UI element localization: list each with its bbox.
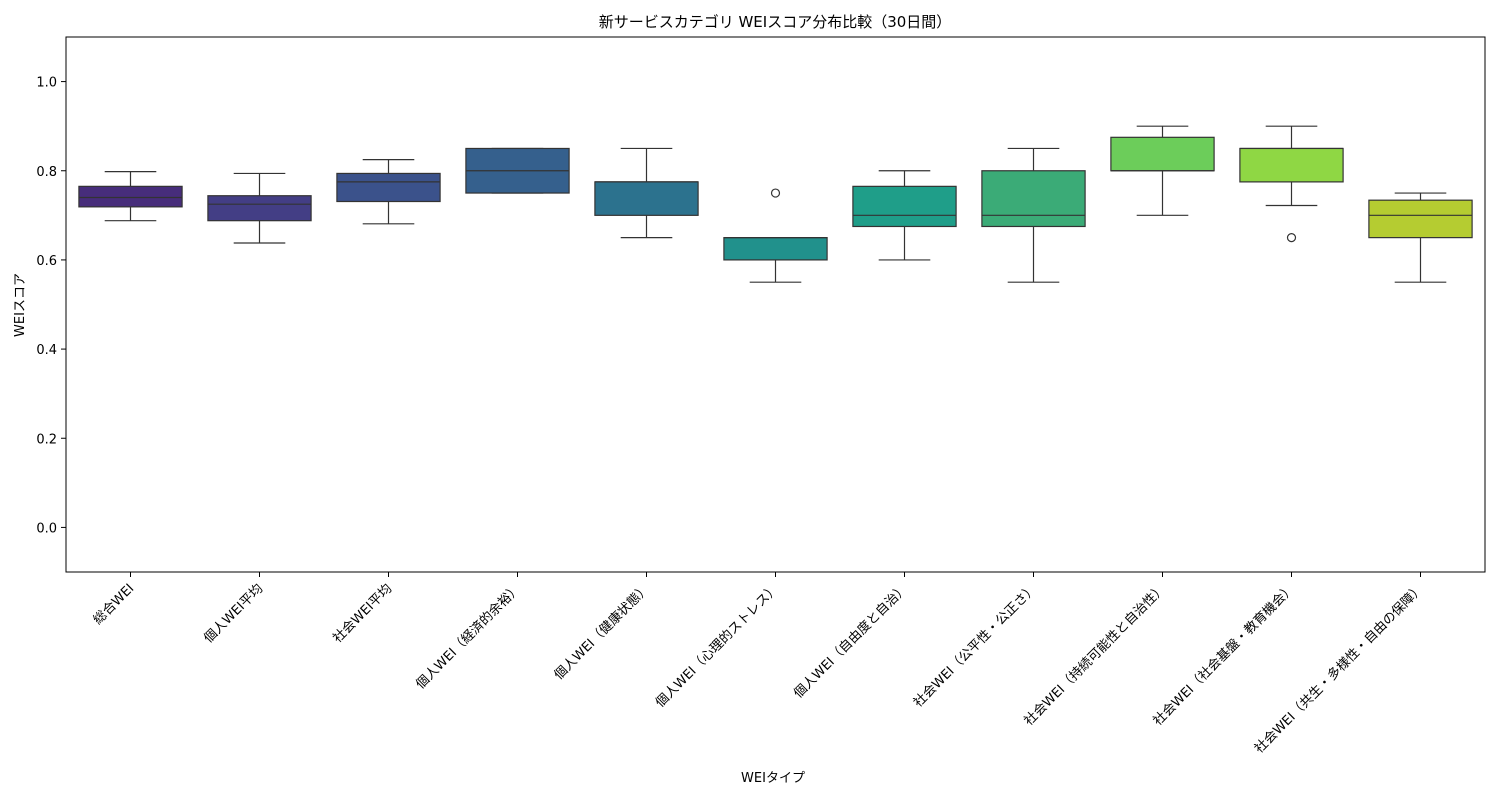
x-tick-label-2: 社会WEI平均 (330, 581, 396, 647)
y-tick-label-2: 0.4 (36, 343, 57, 358)
box-8 (1110, 136, 1215, 172)
x-tick-label-0: 総合WEI (91, 581, 138, 628)
box-4 (594, 181, 699, 216)
x-tick-label-5: 個人WEI（心理的ストレス） (652, 581, 782, 711)
x-tick-label-8: 社会WEI（持続可能性と自治性） (1021, 581, 1169, 729)
plot-frame (65, 36, 1486, 573)
box-5 (723, 237, 828, 261)
plot-area (61, 81, 1473, 577)
box-6 (852, 185, 957, 228)
x-tick-label-1: 個人WEI平均 (201, 581, 266, 646)
y-tick-label-3: 0.6 (36, 254, 57, 269)
outlier-9-0 (1286, 233, 1297, 243)
y-tick-label-5: 1.0 (36, 76, 57, 91)
x-tick-label-7: 社会WEI（公平性・公正さ） (910, 581, 1040, 711)
y-axis-label: WEIスコア (13, 273, 28, 337)
x-axis-label: WEIタイプ (741, 771, 805, 786)
outlier-5-0 (770, 188, 781, 198)
box-1 (207, 195, 312, 222)
x-tick-label-6: 個人WEI（自由度と自治） (790, 581, 911, 702)
box-9 (1239, 147, 1344, 183)
y-tick-label-4: 0.8 (36, 165, 57, 180)
box-10 (1368, 199, 1473, 239)
chart-title: 新サービスカテゴリ WEIスコア分布比較（30日間） (599, 13, 952, 31)
x-tick-label-3: 個人WEI（経済的余裕） (413, 581, 525, 693)
y-tick-label-0: 0.0 (36, 521, 57, 536)
x-tick-label-4: 個人WEI（健康状態） (551, 581, 653, 683)
box-2 (336, 172, 441, 203)
y-tick-label-1: 0.2 (36, 432, 57, 447)
box-0 (78, 185, 183, 208)
box-7 (981, 170, 1086, 228)
x-tick-label-9: 社会WEI（社会基盤・教育機会） (1150, 581, 1298, 729)
